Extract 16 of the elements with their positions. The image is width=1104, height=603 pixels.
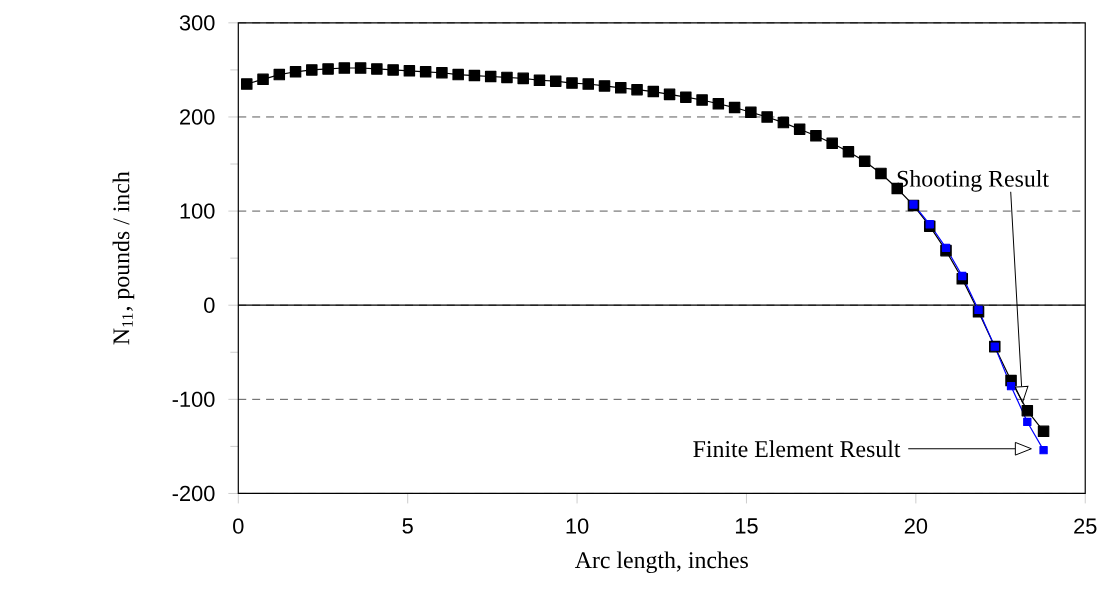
y-tick-label: 300 [179, 15, 215, 31]
x-tick-label: 25 [1074, 518, 1097, 534]
x-tick-label: 10 [566, 518, 589, 534]
x-tick-label: 5 [402, 518, 413, 534]
annotation: Shooting Result [897, 170, 1049, 192]
y-tick-label: 0 [204, 297, 215, 314]
x-axis-title: Arc length, inches [574, 551, 748, 574]
x-tick-label: 20 [904, 518, 928, 534]
y-tick-label: 100 [180, 203, 215, 219]
x-tick-label: 15 [735, 518, 758, 534]
y-axis-title: N$_{11}$, pounds / inch [112, 171, 135, 345]
y-tick-label: -100 [172, 391, 215, 408]
y-tick-label: 200 [180, 109, 215, 125]
x-tick-label: 0 [233, 518, 244, 534]
y-tick-label: -200 [172, 485, 215, 502]
annotation: Finite Element Result [693, 440, 901, 458]
